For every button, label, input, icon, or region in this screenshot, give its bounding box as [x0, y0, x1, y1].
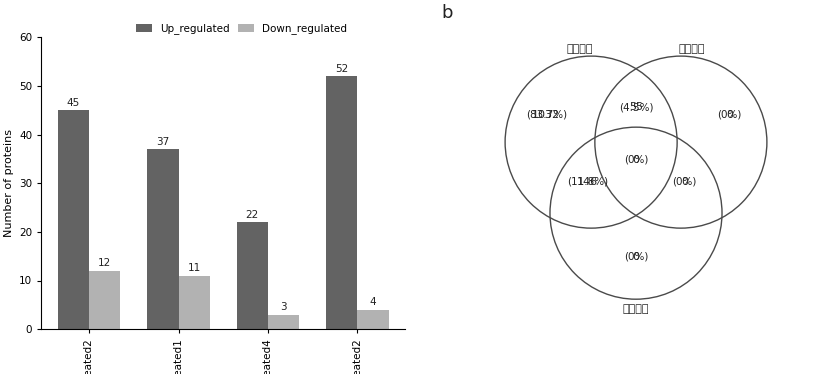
Text: 0: 0: [681, 177, 688, 187]
Text: (0%): (0%): [672, 165, 697, 187]
Text: (4.5%): (4.5%): [619, 91, 653, 112]
Text: 55: 55: [629, 102, 643, 112]
Bar: [326, 76, 357, 329]
Text: 4: 4: [370, 297, 376, 307]
Text: 52: 52: [335, 64, 348, 74]
Text: 11: 11: [188, 263, 201, 273]
Bar: [357, 310, 389, 329]
Bar: [89, 271, 121, 329]
Text: (0%): (0%): [624, 143, 648, 165]
Text: 37: 37: [156, 137, 170, 147]
Text: 其它蛋白: 其它蛋白: [679, 44, 705, 53]
Text: 0: 0: [726, 110, 733, 120]
Text: 146: 146: [576, 177, 598, 187]
Text: 12: 12: [98, 258, 112, 269]
Text: 蛋白总数: 蛋白总数: [566, 44, 593, 53]
Bar: [179, 276, 210, 329]
Text: 3: 3: [280, 302, 287, 312]
Text: 45: 45: [67, 98, 80, 108]
Text: (0%): (0%): [624, 240, 648, 262]
Text: b: b: [442, 4, 453, 22]
Text: 差异蛋白: 差异蛋白: [623, 304, 649, 313]
Text: 22: 22: [246, 210, 259, 220]
Text: (83.7%): (83.7%): [526, 98, 566, 120]
Text: 0: 0: [633, 154, 639, 165]
Bar: [268, 315, 299, 329]
Bar: [237, 222, 268, 329]
Legend: Up_regulated, Down_regulated: Up_regulated, Down_regulated: [131, 19, 351, 39]
Y-axis label: Number of proteins: Number of proteins: [3, 129, 13, 237]
Bar: [147, 149, 179, 329]
Text: (0%): (0%): [717, 98, 742, 120]
Text: 0: 0: [633, 252, 639, 262]
Text: 1032: 1032: [533, 110, 561, 120]
Text: (11.8%): (11.8%): [566, 165, 608, 187]
Bar: [58, 110, 89, 329]
